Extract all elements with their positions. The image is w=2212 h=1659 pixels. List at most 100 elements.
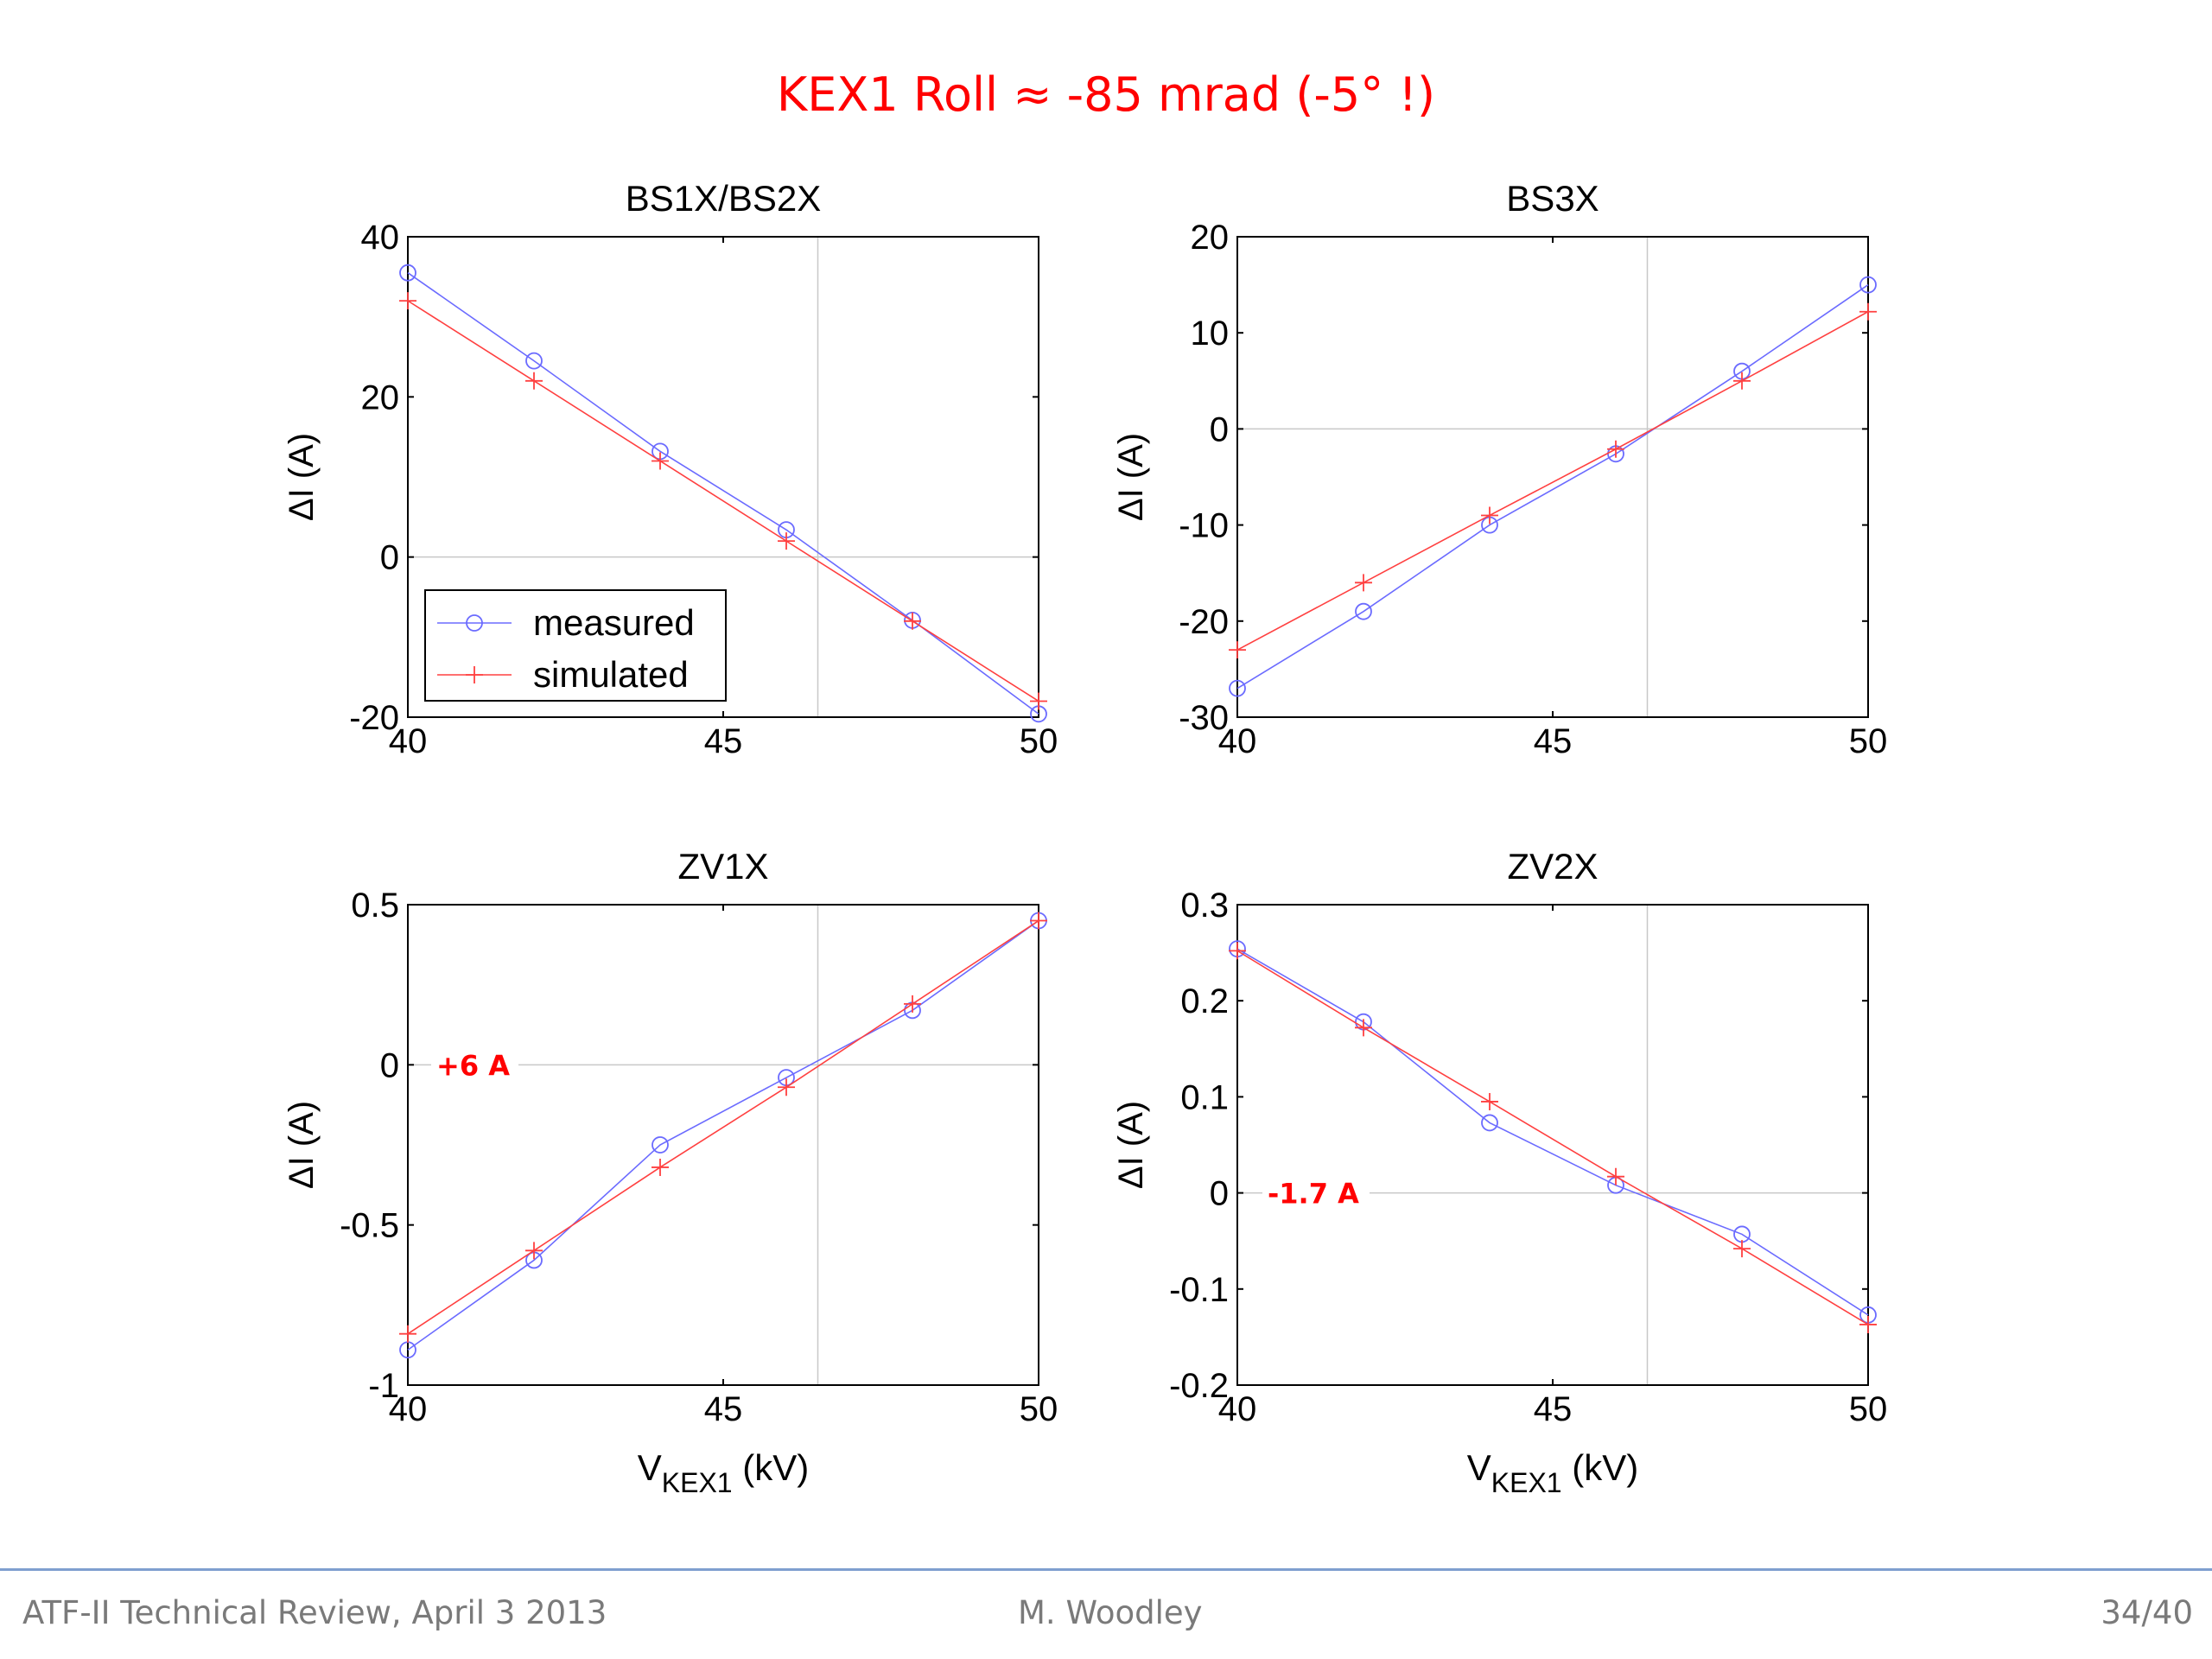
simulated-point <box>652 1158 669 1176</box>
measured-point <box>1481 1114 1498 1132</box>
simulated-point <box>1030 912 1047 930</box>
x-tick-label: 50 <box>1020 1390 1058 1428</box>
measured-point <box>652 1136 669 1154</box>
chart-title: ZV2X <box>1507 846 1598 887</box>
x-tick-label: 40 <box>389 1390 428 1428</box>
x-tick-label: 50 <box>1849 1390 1888 1428</box>
y-tick-label: 0.3 <box>1180 887 1229 925</box>
y-tick-label: -0.2 <box>1169 1367 1229 1405</box>
y-tick-label: 0.2 <box>1180 982 1229 1020</box>
y-tick-label: 0 <box>380 539 399 577</box>
chart-title: BS3X <box>1506 178 1599 219</box>
footer-event: ATF-II Technical Review, April 3 2013 <box>22 1594 607 1631</box>
series-simulated <box>399 292 1047 710</box>
measured-point <box>1355 602 1372 620</box>
series-simulated <box>1229 942 1877 1333</box>
y-tick-label: 0 <box>1210 1175 1229 1213</box>
simulated-point <box>778 1078 795 1096</box>
simulated-point <box>1030 692 1047 710</box>
y-tick-label: 20 <box>1191 219 1230 257</box>
series-measured <box>1229 276 1877 697</box>
chart-bs3x: 40 45 50 -30 -20 -10 0 10 20 BS3X ΔI (A) <box>1112 178 1887 760</box>
y-tick-label: -20 <box>1179 603 1229 641</box>
y-axis-label: ΔI (A) <box>283 433 321 521</box>
x-tick-label: 40 <box>1218 722 1257 760</box>
simulated-point <box>652 452 669 470</box>
simulated-point <box>1355 1019 1372 1037</box>
simulated-point <box>1229 942 1246 960</box>
simulated-point <box>399 1325 416 1343</box>
simulated-point <box>1607 1167 1624 1185</box>
legend: measured simulated <box>424 589 727 702</box>
simulated-point <box>399 292 416 310</box>
offset-annotation: -1.7 A <box>1268 1178 1359 1211</box>
simulated-point <box>1607 440 1624 458</box>
y-axis-label: ΔI (A) <box>283 1101 321 1189</box>
y-tick-label: -0.1 <box>1169 1271 1229 1309</box>
measured-point <box>1229 679 1246 697</box>
simulated-point <box>1859 1315 1877 1333</box>
measured-point <box>525 352 543 370</box>
y-tick-label: 0 <box>380 1046 399 1084</box>
simulated-point <box>525 372 543 390</box>
y-tick-label: 0.5 <box>351 887 399 925</box>
y-tick-label: 10 <box>1191 315 1230 353</box>
y-tick-label: 20 <box>361 378 400 416</box>
footer-author: M. Woodley <box>1018 1594 1203 1631</box>
simulated-point <box>1733 1240 1751 1258</box>
plot-frame <box>1236 904 1869 1386</box>
plot-frame <box>407 904 1039 1386</box>
simulated-point <box>778 532 795 550</box>
chart-title: ZV1X <box>677 846 768 887</box>
chart-zv2x: 40 45 50 -0.2 -0.1 0 0.1 0.2 0.3 ZV2X ΔI (A) VKEX1 … <box>1112 846 1887 1498</box>
y-tick-label: -20 <box>349 699 399 737</box>
series-simulated <box>1229 302 1877 659</box>
legend-label-simulated: simulated <box>533 654 689 695</box>
x-tick-label: 40 <box>1218 1390 1257 1428</box>
offset-annotation: +6 A <box>436 1049 510 1082</box>
y-tick-label: -30 <box>1179 699 1229 737</box>
x-tick-label: 40 <box>389 722 428 760</box>
y-tick-label: 0.1 <box>1180 1078 1229 1116</box>
measured-line <box>1236 283 1869 690</box>
simulated-point <box>1481 506 1498 524</box>
legend-label-measured: measured <box>533 602 695 643</box>
chart-title: BS1X/BS2X <box>626 178 821 219</box>
simulated-line <box>1236 950 1869 1325</box>
plot-frame <box>1236 236 1869 718</box>
measured-line <box>1236 948 1869 1316</box>
simulated-point <box>1733 372 1751 390</box>
y-axis-label: ΔI (A) <box>1112 433 1150 521</box>
simulated-point <box>904 995 921 1013</box>
simulated-point <box>1481 1092 1498 1110</box>
x-axis-label: VKEX1 (kV) <box>638 1447 810 1498</box>
simulated-point <box>1229 641 1246 659</box>
simulated-line <box>407 300 1039 702</box>
legend-box <box>424 589 727 702</box>
chart-zv1x: 40 45 50 -1 -0.5 0 0.5 ZV1X ΔI (A) VKEX1 (kV) +6 A <box>283 846 1058 1498</box>
measured-point <box>399 264 416 282</box>
simulated-point <box>904 612 921 630</box>
legend-marker <box>466 666 483 683</box>
simulated-line <box>1236 311 1869 651</box>
x-tick-label: 45 <box>704 722 743 760</box>
y-tick-label: -0.5 <box>340 1207 399 1245</box>
simulated-point <box>1859 302 1877 321</box>
series-simulated <box>399 912 1047 1343</box>
x-axis-label: VKEX1 (kV) <box>1467 1447 1639 1498</box>
y-tick-label: -1 <box>368 1367 399 1405</box>
y-tick-label: 0 <box>1210 410 1229 448</box>
measured-point <box>1859 276 1877 294</box>
slide-title: KEX1 Roll ≈ -85 mrad (-5° !) <box>776 67 1436 122</box>
x-tick-label: 45 <box>1534 1390 1573 1428</box>
chart-bs1x-bs2x: 40 45 50 -20 0 20 40 BS1X/BS2X ΔI (A) measured sim… <box>283 178 1058 760</box>
y-tick-label: -10 <box>1179 507 1229 545</box>
simulated-point <box>1355 574 1372 592</box>
y-tick-label: 40 <box>361 219 400 257</box>
measured-line <box>407 272 1039 715</box>
x-tick-label: 50 <box>1020 722 1058 760</box>
x-tick-label: 45 <box>704 1390 743 1428</box>
series-measured <box>1229 940 1877 1324</box>
x-tick-label: 50 <box>1849 722 1888 760</box>
